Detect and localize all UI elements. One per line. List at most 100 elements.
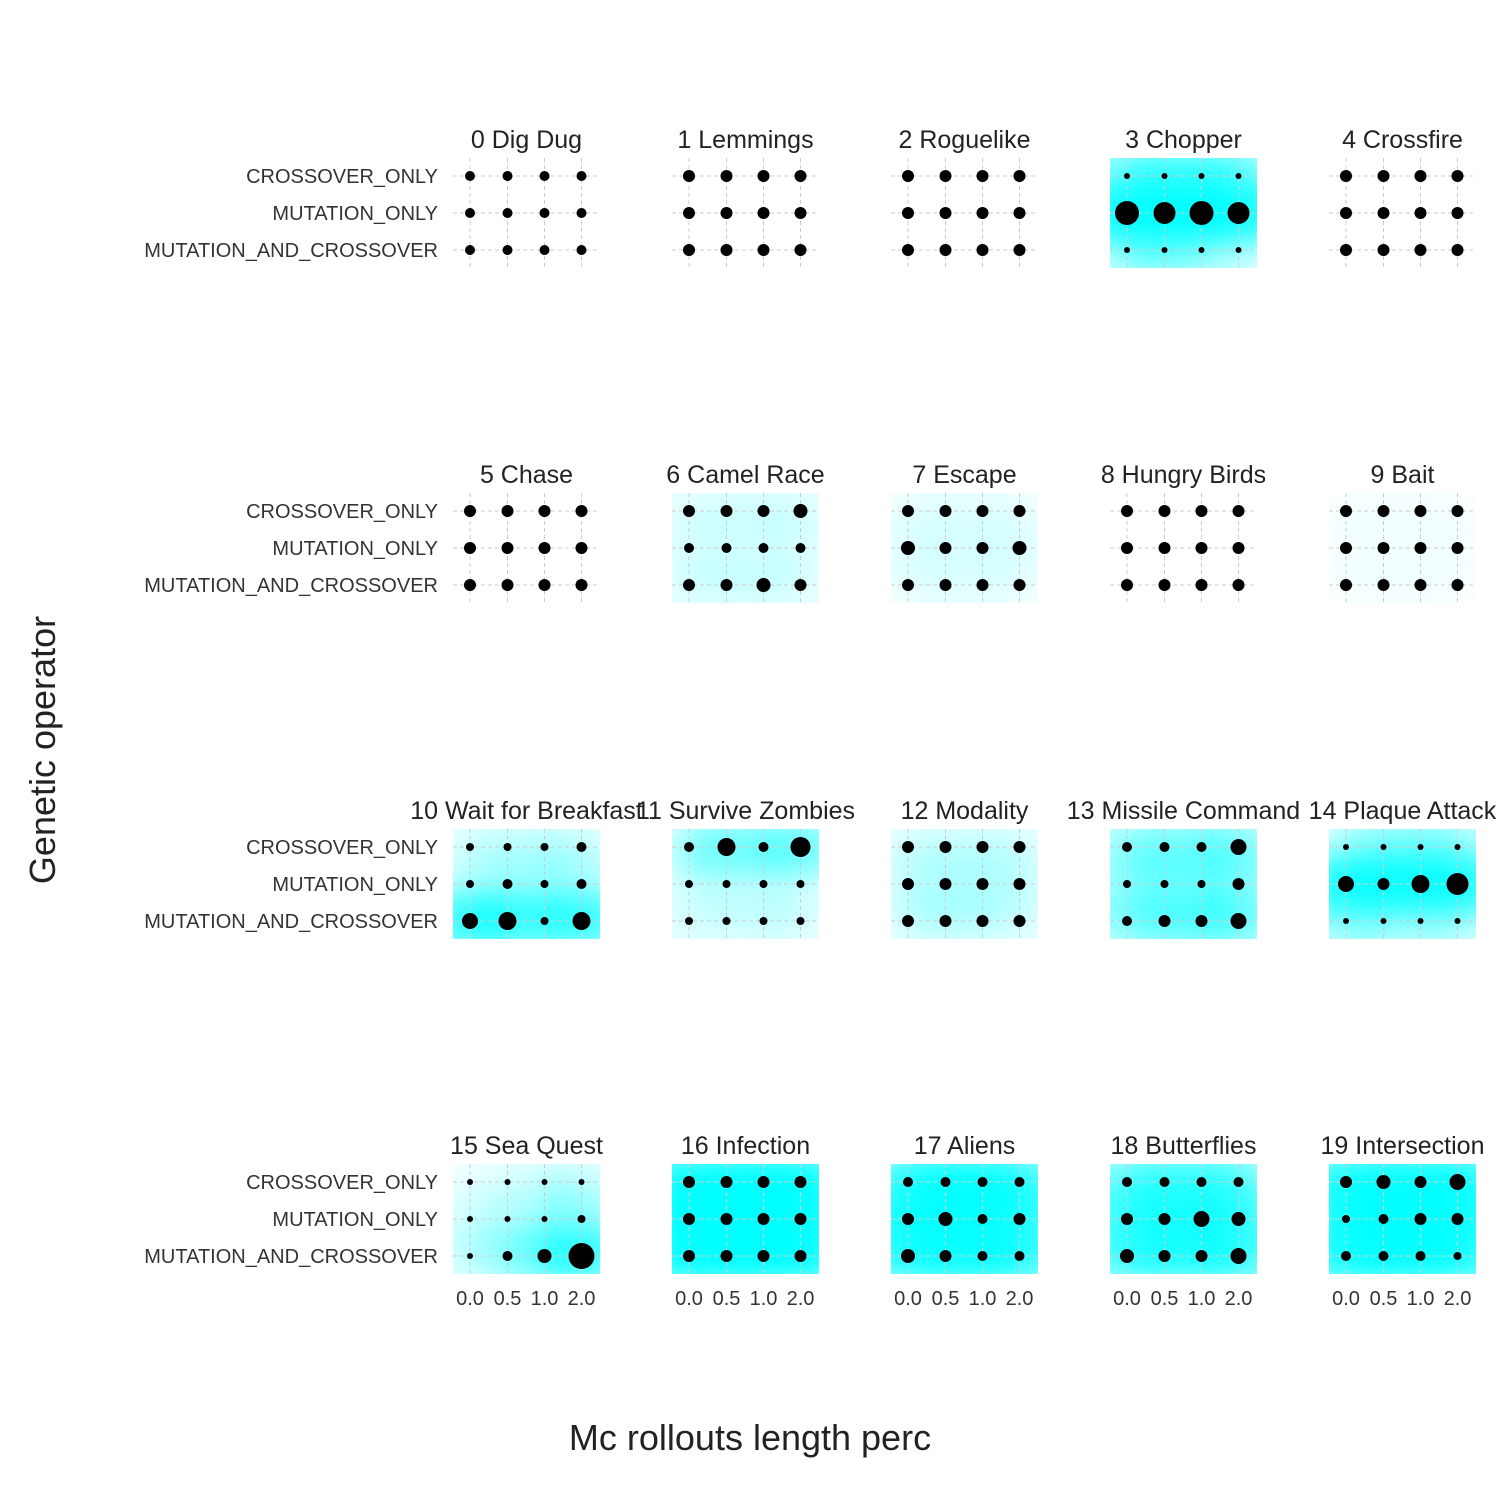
data-point — [1115, 201, 1139, 225]
data-point — [976, 207, 989, 219]
data-point — [1377, 244, 1390, 256]
panel-shading — [672, 1164, 819, 1274]
data-point — [793, 504, 808, 518]
x-tick-label: 0.5 — [932, 1288, 960, 1310]
data-point — [790, 837, 811, 857]
data-point — [1158, 1213, 1171, 1225]
data-point — [1013, 207, 1026, 219]
data-point — [501, 505, 514, 517]
data-point — [683, 579, 695, 591]
facet-title: 13 Missile Command — [1067, 797, 1300, 825]
data-point — [1232, 505, 1245, 517]
data-point — [1014, 1177, 1025, 1187]
data-point — [1161, 247, 1168, 253]
data-point — [1013, 915, 1026, 927]
data-point — [939, 170, 952, 182]
data-point — [539, 208, 550, 218]
data-point — [720, 579, 733, 591]
data-point — [1230, 913, 1247, 929]
facet-title: 1 Lemmings — [677, 126, 813, 154]
shade-tile — [1417, 1228, 1476, 1274]
data-point — [575, 505, 588, 517]
data-point — [538, 542, 551, 554]
y-tick-label: MUTATION_AND_CROSSOVER — [144, 575, 438, 597]
data-point — [1377, 207, 1390, 219]
data-point — [757, 1213, 770, 1225]
facet-panel: 7 Escape — [891, 461, 1038, 603]
data-point — [939, 542, 952, 554]
data-point — [721, 543, 732, 553]
facet-panel: 9 Bait — [1329, 461, 1476, 603]
data-point — [902, 841, 914, 853]
x-tick-label: 2.0 — [1444, 1288, 1472, 1310]
data-point — [578, 1179, 585, 1185]
facet-panel: 4 Crossfire — [1329, 126, 1476, 268]
y-tick-label: MUTATION_AND_CROSSOVER — [144, 240, 438, 262]
data-point — [976, 505, 989, 517]
data-point — [540, 917, 549, 925]
x-tick-label: 0.5 — [494, 1288, 522, 1310]
data-point — [1340, 1176, 1352, 1188]
data-point — [720, 207, 733, 219]
x-tick-label: 0.0 — [456, 1288, 484, 1310]
data-point — [1013, 505, 1026, 517]
data-point — [577, 1215, 586, 1223]
data-point — [467, 1216, 473, 1222]
x-tick-label: 0.0 — [1113, 1288, 1141, 1310]
data-point — [794, 170, 807, 182]
data-point — [1121, 1213, 1133, 1225]
data-point — [1197, 880, 1206, 888]
data-point — [1377, 170, 1390, 182]
data-point — [1340, 579, 1352, 591]
data-point — [1451, 170, 1464, 182]
data-point — [1198, 173, 1205, 179]
data-point — [976, 542, 989, 554]
data-point — [976, 878, 989, 890]
data-point — [1153, 202, 1176, 224]
data-point — [1012, 541, 1027, 555]
data-point — [976, 841, 989, 853]
data-point — [1013, 841, 1026, 853]
facets-layer: 0 Dig Dug CROSSOVER_ONLY MUTATION_ONLY MUTA… — [144, 126, 1497, 1310]
y-tick-label: MUTATION_AND_CROSSOVER — [144, 911, 438, 933]
data-point — [539, 245, 550, 255]
data-point — [720, 1176, 733, 1188]
data-point — [1122, 1177, 1132, 1187]
data-point — [464, 579, 476, 591]
facet-title: 18 Butterflies — [1111, 1132, 1257, 1160]
data-point — [901, 541, 915, 555]
data-point — [939, 579, 952, 591]
data-point — [683, 1176, 695, 1188]
data-point — [576, 171, 587, 181]
facet-panel: 18 Butterflies 0.0 0.5 1.0 2.0 — [1110, 1132, 1257, 1310]
data-point — [1380, 844, 1387, 850]
data-point — [1013, 878, 1026, 890]
shade-tile — [979, 1228, 1038, 1274]
data-point — [976, 170, 989, 182]
x-tick-label: 2.0 — [1225, 1288, 1253, 1310]
data-point — [575, 579, 588, 591]
data-point — [503, 843, 512, 851]
data-point — [1451, 505, 1464, 517]
facet-panel: 17 Aliens 0.0 0.5 1.0 2.0 — [891, 1132, 1038, 1310]
data-point — [502, 245, 513, 255]
data-point — [501, 542, 514, 554]
facet-panel: 0 Dig Dug CROSSOVER_ONLY MUTATION_ONLY MUTA… — [144, 126, 600, 268]
x-tick-label: 1.0 — [531, 1288, 559, 1310]
data-point — [1414, 244, 1427, 256]
facet-title: 4 Crossfire — [1342, 126, 1463, 154]
facet-title: 8 Hungry Birds — [1101, 461, 1266, 489]
facet-title: 6 Camel Race — [666, 461, 824, 489]
facet-title: 9 Bait — [1371, 461, 1435, 489]
data-point — [504, 1216, 511, 1222]
data-point — [940, 1177, 951, 1187]
data-point — [1121, 579, 1133, 591]
data-point — [720, 505, 733, 517]
data-point — [1014, 1251, 1025, 1261]
data-point — [502, 171, 513, 181]
data-point — [902, 505, 914, 517]
data-point — [576, 842, 587, 852]
facet-title: 16 Infection — [681, 1132, 810, 1160]
data-point — [757, 1250, 770, 1262]
data-point — [1415, 1251, 1426, 1261]
